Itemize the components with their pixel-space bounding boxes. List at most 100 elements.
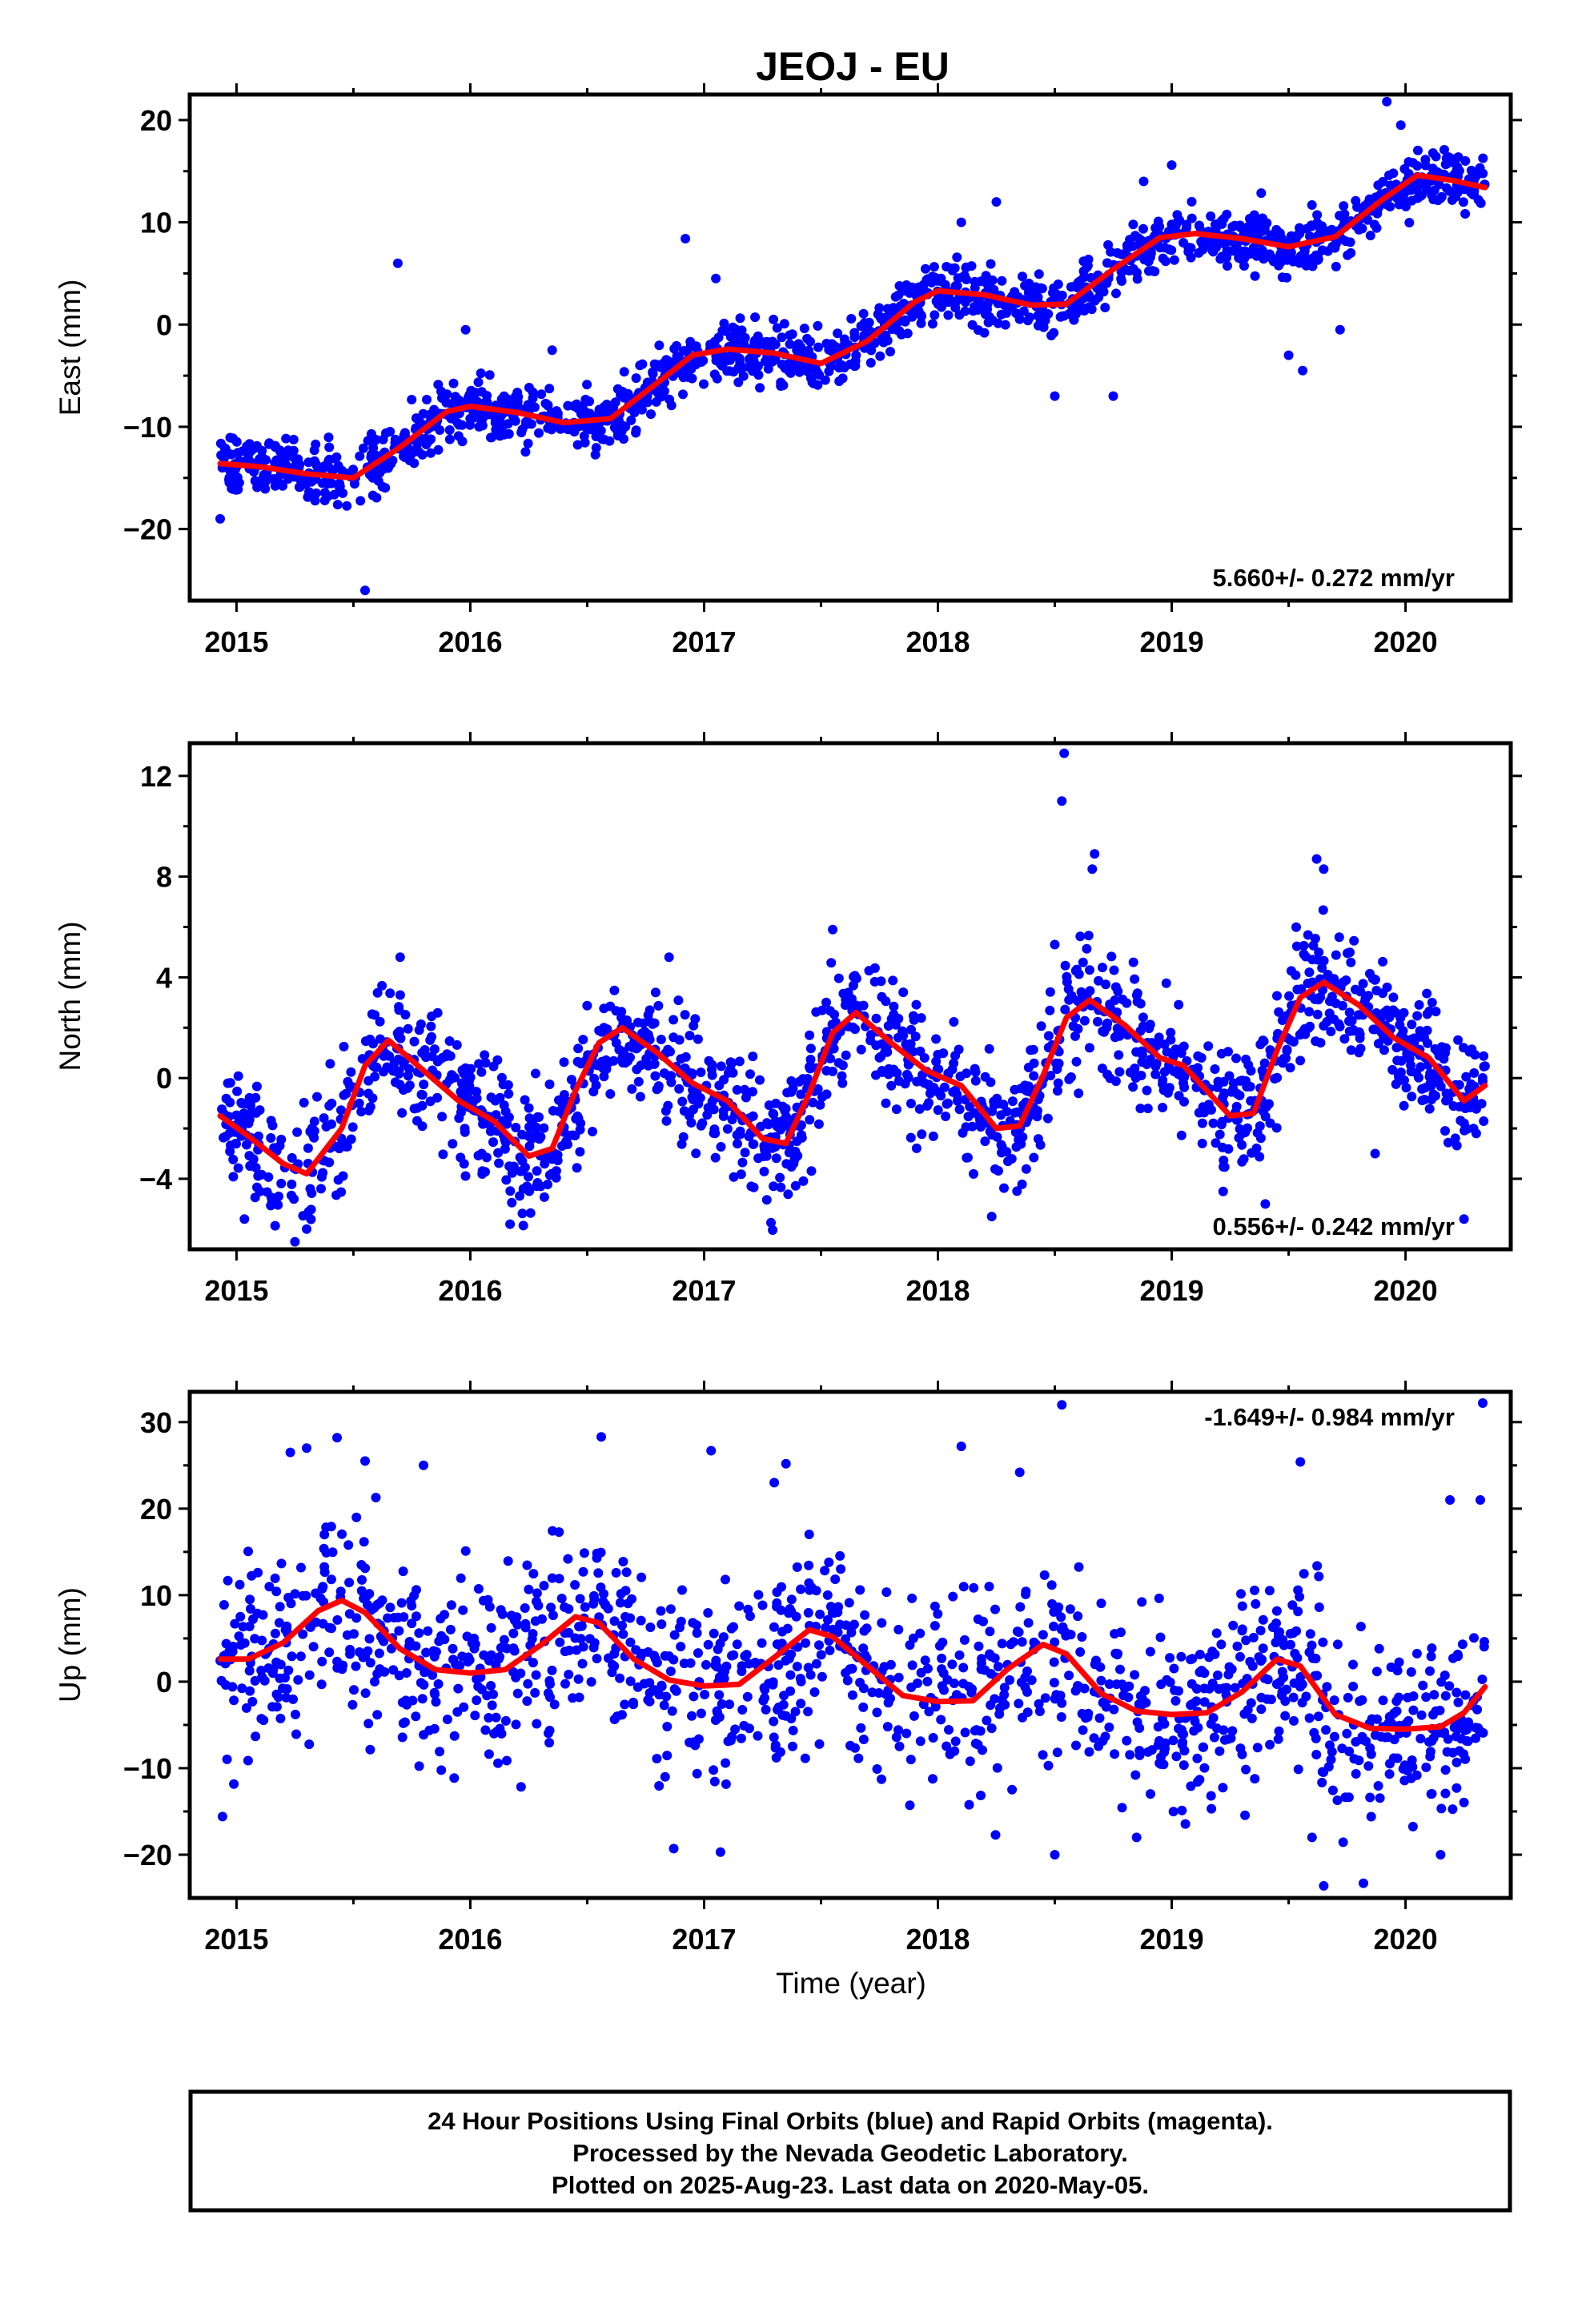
data-point — [246, 1604, 255, 1614]
y-tick-label: −20 — [123, 1839, 172, 1872]
data-point — [985, 1626, 995, 1637]
data-point — [1264, 249, 1275, 259]
data-point — [776, 1182, 786, 1192]
data-point — [779, 1691, 789, 1701]
data-point — [259, 1675, 270, 1686]
data-point — [827, 339, 837, 349]
y-tick-label: −4 — [139, 1163, 172, 1196]
data-point — [1360, 994, 1371, 1004]
data-point — [355, 496, 366, 506]
data-point — [1299, 251, 1310, 262]
data-point — [986, 1700, 996, 1711]
data-point — [459, 1159, 469, 1169]
data-point — [404, 1637, 415, 1647]
data-point — [251, 1081, 262, 1092]
data-point — [1415, 191, 1426, 201]
y-axis-title: North (mm) — [54, 921, 86, 1071]
data-point — [1064, 1671, 1074, 1681]
data-point — [291, 1729, 301, 1739]
data-point — [228, 1154, 239, 1164]
data-point — [1389, 1735, 1399, 1745]
data-point — [501, 1175, 512, 1185]
data-point — [275, 1673, 285, 1683]
data-point — [287, 1152, 297, 1163]
data-point — [710, 1715, 721, 1725]
data-point — [409, 1036, 420, 1047]
data-point — [232, 472, 243, 483]
data-point — [448, 1139, 458, 1149]
data-point — [1040, 1693, 1050, 1703]
data-point — [1166, 1027, 1176, 1038]
data-point — [1273, 1734, 1283, 1744]
data-point — [790, 1707, 801, 1717]
data-point — [1213, 1076, 1223, 1087]
data-point — [846, 314, 857, 324]
data-point — [1273, 1028, 1283, 1039]
data-point — [1034, 1699, 1044, 1709]
data-point — [874, 303, 885, 313]
data-point — [721, 1574, 730, 1585]
data-point — [1275, 1677, 1285, 1687]
data-point — [1256, 188, 1267, 199]
footer-box: 24 Hour Positions Using Final Orbits (bl… — [188, 2089, 1512, 2213]
data-point — [902, 1069, 912, 1080]
data-point — [609, 1616, 620, 1626]
data-point — [250, 1675, 260, 1686]
data-point — [446, 1600, 456, 1610]
data-point — [748, 1087, 757, 1097]
data-point — [1064, 995, 1074, 1005]
data-point — [228, 1642, 239, 1651]
data-point — [351, 1661, 361, 1671]
data-point — [381, 428, 391, 438]
data-point — [1297, 1679, 1307, 1690]
data-point — [436, 1765, 447, 1775]
data-point — [678, 389, 688, 400]
data-point — [1394, 1692, 1404, 1703]
data-point — [865, 358, 876, 368]
data-point — [407, 1618, 417, 1629]
outlier-point — [1359, 1878, 1368, 1888]
data-point — [709, 1628, 719, 1638]
data-point — [1036, 1021, 1046, 1031]
data-point — [1479, 1061, 1489, 1072]
data-point — [1186, 196, 1197, 207]
data-point — [1271, 1618, 1281, 1628]
data-point — [917, 1129, 927, 1140]
data-point — [954, 1044, 964, 1055]
data-point — [1395, 1013, 1406, 1023]
data-point — [1447, 1804, 1458, 1815]
data-point — [500, 1715, 511, 1726]
data-point — [700, 1690, 710, 1699]
data-point — [616, 1007, 627, 1017]
data-point — [783, 1189, 793, 1200]
data-point — [1295, 1055, 1306, 1066]
footer-line-1: 24 Hour Positions Using Final Orbits (bl… — [428, 2107, 1273, 2135]
data-point — [662, 1722, 673, 1731]
data-point — [1286, 966, 1296, 976]
data-point — [232, 1086, 243, 1096]
data-point — [544, 1675, 555, 1686]
data-point — [1056, 1612, 1066, 1622]
data-point — [1327, 1785, 1338, 1795]
data-point — [401, 1668, 412, 1678]
data-point — [1012, 1626, 1022, 1637]
data-point — [730, 1724, 741, 1735]
data-point — [637, 359, 648, 369]
data-point — [449, 414, 460, 424]
data-point — [572, 440, 583, 450]
data-point — [969, 1168, 978, 1179]
data-point — [1265, 1045, 1275, 1055]
data-point — [448, 1643, 458, 1654]
data-point — [556, 1594, 567, 1603]
data-point — [1426, 1651, 1436, 1662]
data-point — [356, 1586, 367, 1596]
data-point — [992, 1132, 1002, 1142]
data-point — [250, 1634, 260, 1644]
plot-area — [217, 748, 1490, 1247]
panel-frame — [187, 92, 1513, 603]
data-point — [1251, 1598, 1261, 1609]
data-point — [1421, 1692, 1431, 1703]
data-point — [1178, 1760, 1189, 1771]
data-point — [759, 1166, 769, 1176]
